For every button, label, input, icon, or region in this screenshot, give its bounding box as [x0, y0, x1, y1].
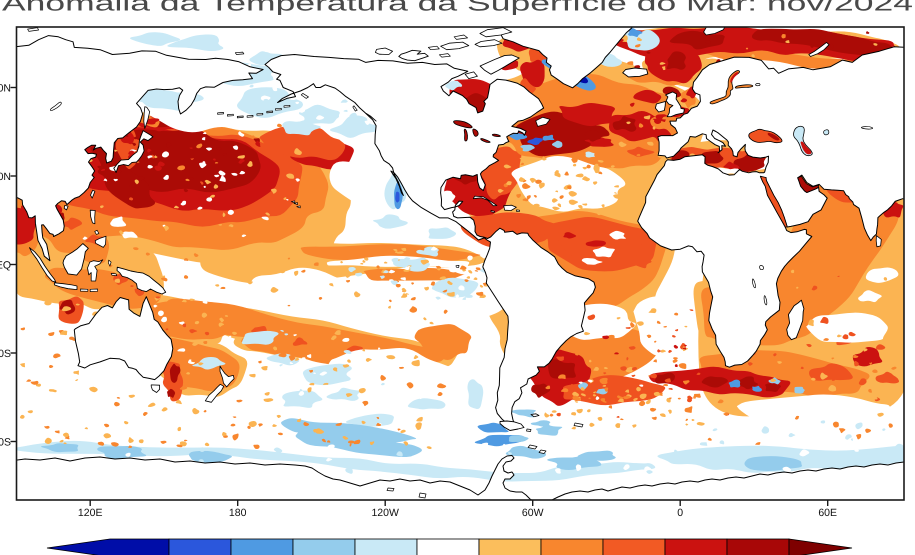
svg-text:120E: 120E [78, 507, 103, 519]
svg-text:60N: 60N [0, 82, 11, 94]
svg-text:120W: 120W [371, 507, 399, 519]
svg-text:60E: 60E [818, 507, 837, 519]
svg-text:0: 0 [677, 507, 683, 519]
svg-text:EQ: EQ [0, 259, 11, 271]
svg-text:60S: 60S [0, 436, 11, 448]
svg-text:60W: 60W [522, 507, 544, 519]
svg-text:30S: 30S [0, 348, 11, 360]
svg-text:180: 180 [229, 507, 247, 519]
svg-text:Anomalia da Temperatura da Sup: Anomalia da Temperatura da Superfície do… [2, 0, 913, 16]
svg-text:30N: 30N [0, 171, 11, 183]
